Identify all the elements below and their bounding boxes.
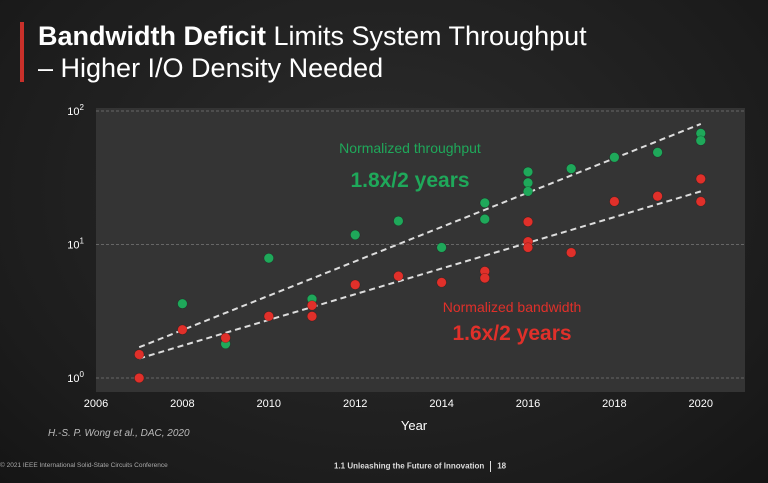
bandwidth-point bbox=[134, 372, 145, 384]
bandwidth-point bbox=[220, 332, 231, 343]
throughput-label: Normalized throughput bbox=[339, 140, 481, 156]
citation: H.-S. P. Wong et al., DAC, 2020 bbox=[48, 428, 190, 439]
throughput-point bbox=[652, 147, 663, 158]
accent-bar bbox=[20, 22, 24, 82]
title-rest: Limits System Throughput bbox=[266, 21, 587, 51]
y-tick-label: 101 bbox=[67, 237, 84, 252]
bandwidth-point bbox=[177, 324, 188, 335]
bandwidth-point bbox=[306, 311, 318, 322]
throughput-point bbox=[350, 229, 361, 241]
x-tick-label: 2018 bbox=[602, 398, 626, 410]
throughput-point bbox=[522, 177, 534, 188]
bandwidth-point bbox=[695, 196, 706, 207]
trend-line-throughput bbox=[138, 123, 702, 349]
slide-title: Bandwidth Deficit Limits System Throughp… bbox=[38, 20, 587, 84]
throughput-point bbox=[522, 186, 534, 197]
throughput-point bbox=[479, 197, 490, 208]
footer-copyright: © 2021 IEEE International Solid-State Ci… bbox=[0, 462, 168, 469]
session-title: 1.1 Unleashing the Future of Innovation bbox=[334, 461, 485, 471]
bandwidth-point bbox=[522, 242, 534, 253]
title-line2: – Higher I/O Density Needed bbox=[38, 53, 384, 83]
bandwidth-point bbox=[652, 191, 663, 202]
throughput-rate: 1.8x/2 years bbox=[350, 169, 469, 192]
bandwidth-point bbox=[263, 311, 274, 322]
throughput-point bbox=[522, 166, 534, 177]
x-tick-label: 2010 bbox=[257, 398, 281, 410]
throughput-point bbox=[263, 253, 274, 264]
plot-area bbox=[96, 108, 745, 392]
throughput-point bbox=[479, 213, 490, 225]
footer-divider bbox=[490, 461, 492, 472]
bandwidth-point bbox=[479, 273, 490, 284]
throughput-point bbox=[436, 242, 447, 253]
bandwidth-point bbox=[350, 279, 361, 290]
bandwidth-point bbox=[566, 247, 577, 258]
y-tick-label: 100 bbox=[67, 370, 84, 385]
title-bold: Bandwidth Deficit bbox=[38, 21, 266, 51]
throughput-point bbox=[609, 152, 620, 163]
x-tick-label: 2012 bbox=[343, 398, 367, 410]
bandwidth-rate: 1.6x/2 years bbox=[452, 322, 571, 345]
bandwidth-point bbox=[695, 173, 706, 185]
x-tick-label: 2016 bbox=[516, 398, 540, 410]
x-tick-label: 2008 bbox=[170, 398, 194, 410]
bandwidth-point bbox=[134, 349, 145, 360]
y-tick-exponent: 0 bbox=[80, 370, 85, 379]
bandwidth-point bbox=[522, 216, 534, 227]
bandwidth-point bbox=[306, 300, 318, 311]
throughput-point bbox=[566, 163, 577, 174]
bandwidth-label: Normalized bandwidth bbox=[443, 299, 582, 315]
bandwidth-point bbox=[609, 196, 620, 207]
x-tick-label: 2014 bbox=[429, 398, 453, 410]
y-tick-label: 102 bbox=[67, 103, 84, 118]
trend-line-bandwidth bbox=[138, 190, 702, 360]
bandwidth-point bbox=[393, 270, 404, 282]
x-axis-label: Year bbox=[401, 418, 428, 433]
throughput-point bbox=[177, 298, 188, 309]
x-tick-label: 2006 bbox=[84, 398, 108, 410]
y-tick-exponent: 1 bbox=[80, 237, 85, 246]
x-tick-label: 2020 bbox=[689, 398, 713, 410]
y-tick-exponent: 2 bbox=[80, 103, 85, 112]
page-number: 18 bbox=[497, 461, 507, 471]
throughput-point bbox=[393, 215, 404, 227]
footer-session: 1.1 Unleashing the Future of Innovation 1… bbox=[334, 461, 506, 472]
throughput-point bbox=[695, 135, 706, 146]
bandwidth-point bbox=[436, 277, 447, 288]
